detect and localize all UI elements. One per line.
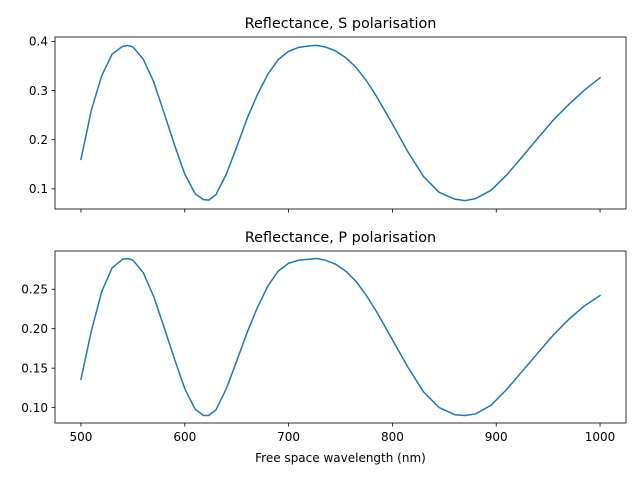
x-tick-label-p-900: 900 — [485, 430, 508, 444]
series-line-p-0 — [80, 257, 602, 417]
y-tick-label-p-3: 0.25 — [21, 283, 48, 297]
axes-frame-s — [54, 36, 627, 210]
chart-title-p: Reflectance, P polarisation — [245, 230, 436, 246]
y-tick-label-s-0: 0.1 — [29, 182, 48, 196]
x-tick-label-p-700: 700 — [277, 430, 300, 444]
y-tick-label-p-2: 0.20 — [21, 322, 48, 336]
chart-title-s: Reflectance, S polarisation — [245, 16, 437, 32]
series-line-s-0 — [80, 44, 602, 202]
x-tick-label-p-600: 600 — [173, 430, 196, 444]
axes-frame-p — [54, 250, 627, 424]
y-tick-label-s-1: 0.2 — [29, 133, 48, 147]
panel-p-polarisation: 500 600 700 800 900 1000 0.10 0.15 0.20 0.25 Refle… — [21, 230, 627, 465]
x-tick-label-p-1000: 1000 — [585, 430, 616, 444]
x-tick-label-p-800: 800 — [381, 430, 404, 444]
x-axis-label: Free space wavelength (nm) — [255, 451, 426, 465]
y-tick-label-p-0: 0.10 — [21, 401, 48, 415]
y-tick-label-s-3: 0.4 — [29, 35, 48, 49]
y-tick-label-s-2: 0.3 — [29, 84, 48, 98]
y-tick-label-p-1: 0.15 — [21, 361, 48, 375]
x-tick-label-p-500: 500 — [70, 430, 93, 444]
panel-s-polarisation: 0.1 0.2 0.3 0.4 Reflectance, S polarisation — [29, 16, 627, 213]
